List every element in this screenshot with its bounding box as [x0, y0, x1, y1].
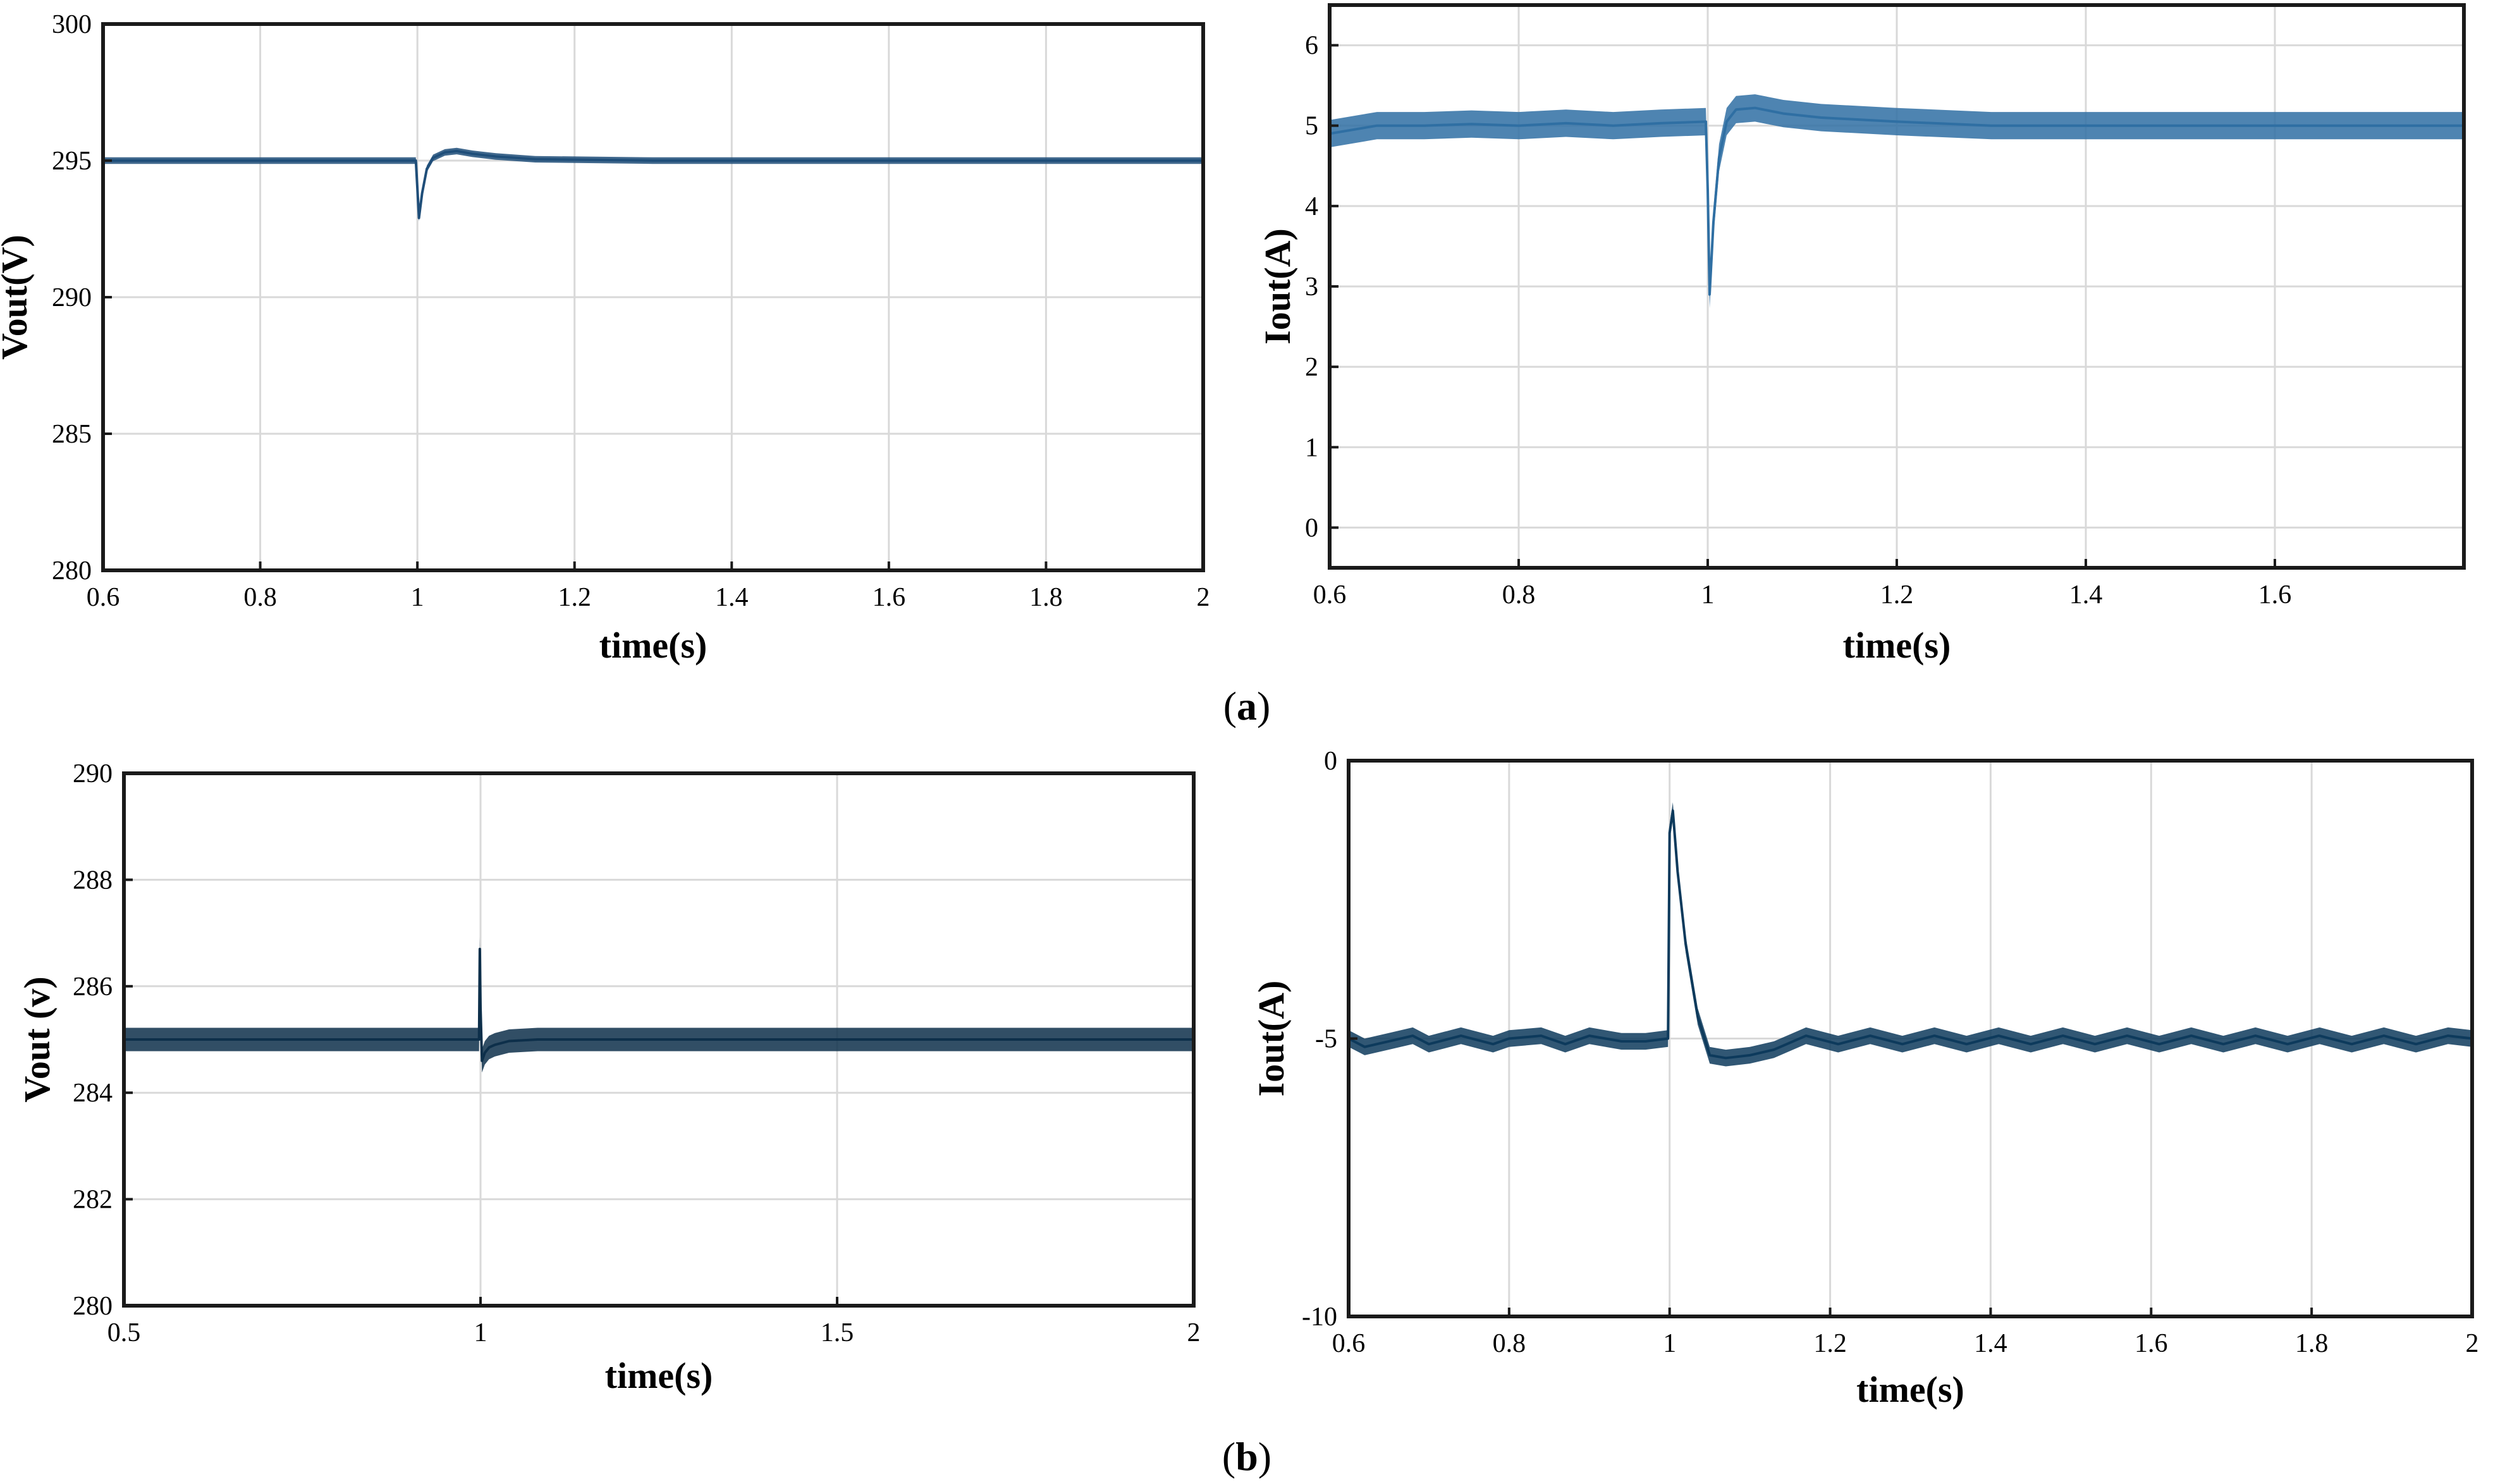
- y-tick-label: 282: [73, 1186, 113, 1215]
- y-tick-label: -5: [1315, 1025, 1337, 1054]
- plot-frame: [122, 771, 1196, 1308]
- y-tick-label: 1: [1305, 433, 1318, 462]
- series-band-iout: [1349, 802, 2472, 1067]
- x-tick-label: 1.4: [1974, 1329, 2007, 1358]
- y-tick-label: 4: [1305, 192, 1318, 221]
- x-tick-label: 1.2: [1813, 1329, 1847, 1358]
- y-tick-label: 3: [1305, 273, 1318, 302]
- y-tick-label: 280: [73, 1292, 113, 1321]
- x-tick-label: 1.6: [2258, 580, 2292, 610]
- series-line-vout: [124, 947, 1194, 1062]
- x-axis-label: time(s): [1856, 1369, 1964, 1410]
- series-line-vout: [103, 149, 1203, 219]
- x-tick-label: 1: [411, 583, 424, 612]
- x-axis-label: time(s): [599, 625, 707, 666]
- y-tick-label: 285: [52, 420, 92, 449]
- y-axis-label: Vout (v): [16, 976, 58, 1102]
- series-band-iout: [1330, 94, 2464, 309]
- series-line-iout: [1348, 809, 2473, 1060]
- chart-b-vout: 0.5 1 1.5 2 280 282 284 286 288 290 time(s) Vout (v…: [16, 759, 1201, 1396]
- y-tick-label: 288: [73, 866, 113, 895]
- x-tick-label: 0.6: [87, 583, 120, 612]
- x-axis-label: time(s): [605, 1355, 713, 1396]
- chart-a-vout: 0.6 0.8 1 1.2 1.4 1.6 1.8 2 280 285 290 295 300 time(…: [0, 10, 1210, 666]
- y-axis-label: Iout(A): [1251, 981, 1292, 1097]
- y-tick-label: -10: [1302, 1303, 1337, 1332]
- x-tick-label: 1: [1663, 1329, 1676, 1358]
- x-tick-label: 2: [2466, 1329, 2479, 1358]
- x-tick-label: 1: [1701, 580, 1715, 610]
- x-tick-label: 1.6: [2135, 1329, 2168, 1358]
- x-axis-label: time(s): [1843, 625, 1951, 666]
- x-tick-label: 0.8: [1493, 1329, 1526, 1358]
- chart-a-iout: 0.6 0.8 1 1.2 1.4 1.6 0 1 2 3 4 5 6 time(s) Iout(A): [1257, 3, 2466, 666]
- y-tick-label: 0: [1305, 513, 1318, 543]
- y-tick-label: 300: [52, 10, 92, 39]
- y-axis-label: Vout(V): [0, 235, 35, 360]
- y-axis-label: Iout(A): [1257, 228, 1298, 345]
- chart-b-iout: 0.6 0.8 1 1.2 1.4 1.6 1.8 2 -10 -5 0 time(s) Iout(A): [1251, 747, 2479, 1410]
- x-tick-label: 1.4: [715, 583, 749, 612]
- y-tick-label: 0: [1324, 747, 1337, 776]
- y-tick-label: 5: [1305, 112, 1318, 141]
- y-tick-label: 6: [1305, 32, 1318, 61]
- y-tick-label: 284: [73, 1079, 113, 1108]
- x-tick-label: 0.6: [1332, 1329, 1366, 1358]
- series-band-vout: [103, 147, 1203, 221]
- y-tick-label: 295: [52, 147, 92, 176]
- panel-label-b: (b): [1222, 1434, 1271, 1479]
- y-tick-label: 286: [73, 972, 113, 1002]
- x-tick-label: 1.2: [558, 583, 591, 612]
- x-tick-label: 0.5: [107, 1318, 141, 1347]
- x-tick-label: 1: [474, 1318, 487, 1347]
- x-tick-label: 2: [1197, 583, 1210, 612]
- x-tick-label: 1.2: [1880, 580, 1914, 610]
- x-tick-label: 0.6: [1313, 580, 1347, 610]
- x-tick-label: 0.8: [243, 583, 277, 612]
- panel-label-a: (a): [1223, 684, 1271, 728]
- x-tick-label: 1.5: [821, 1318, 854, 1347]
- x-tick-label: 1.8: [1029, 583, 1063, 612]
- y-tick-label: 290: [73, 759, 113, 788]
- x-tick-label: 1.6: [873, 583, 906, 612]
- x-tick-label: 1.4: [2069, 580, 2103, 610]
- x-tick-label: 0.8: [1502, 580, 1536, 610]
- series-line-iout: [1329, 106, 2464, 296]
- y-tick-label: 290: [52, 283, 92, 312]
- y-tick-label: 2: [1305, 353, 1318, 382]
- x-tick-label: 1.8: [2295, 1329, 2329, 1358]
- y-tick-label: 280: [52, 556, 92, 586]
- x-tick-label: 2: [1187, 1318, 1201, 1347]
